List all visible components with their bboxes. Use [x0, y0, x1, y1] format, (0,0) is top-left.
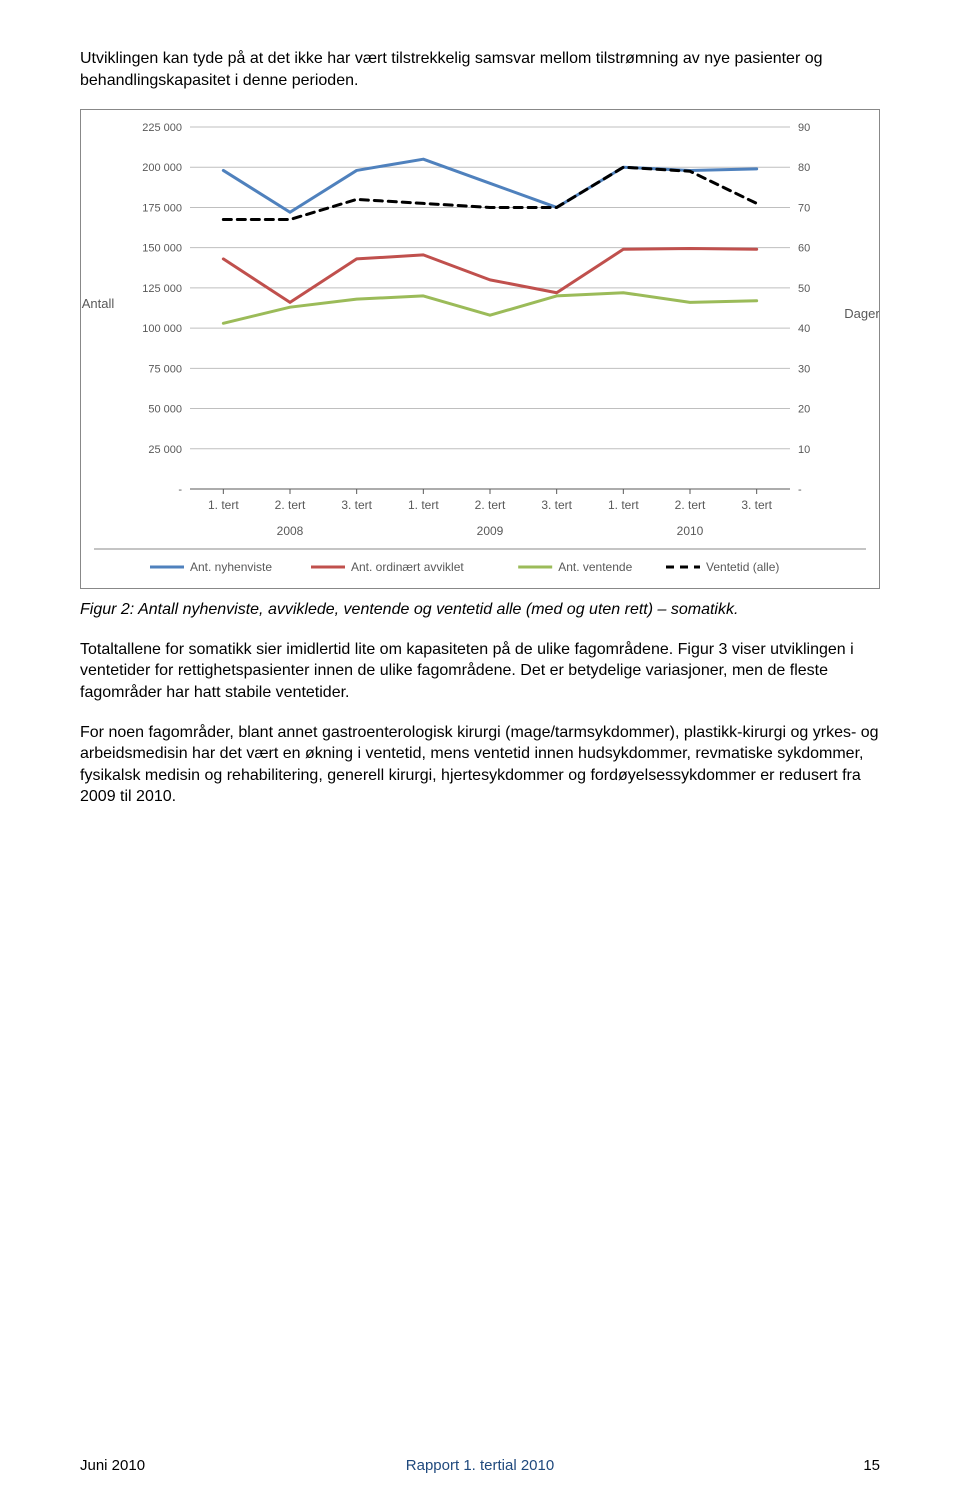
- paragraph-2: Totaltallene for somatikk sier imidlerti…: [80, 639, 880, 704]
- svg-text:50 000: 50 000: [148, 404, 182, 416]
- svg-text:80: 80: [798, 162, 810, 174]
- svg-text:-: -: [178, 484, 182, 496]
- svg-text:Dager: Dager: [844, 306, 880, 321]
- svg-text:3. tert: 3. tert: [541, 498, 572, 512]
- svg-text:2009: 2009: [477, 524, 504, 538]
- svg-text:2. tert: 2. tert: [675, 498, 706, 512]
- svg-text:200 000: 200 000: [142, 162, 182, 174]
- svg-text:3. tert: 3. tert: [741, 498, 772, 512]
- page-footer: Juni 2010 Rapport 1. tertial 2010 15: [80, 1457, 880, 1474]
- svg-text:30: 30: [798, 364, 810, 376]
- svg-text:Ant. ventende: Ant. ventende: [558, 560, 632, 574]
- svg-text:90: 90: [798, 122, 810, 134]
- paragraph-3: For noen fagområder, blant annet gastroe…: [80, 722, 880, 808]
- svg-text:2008: 2008: [277, 524, 304, 538]
- svg-text:10: 10: [798, 444, 810, 456]
- svg-text:3. tert: 3. tert: [341, 498, 372, 512]
- svg-text:-: -: [798, 484, 802, 496]
- page: Utviklingen kan tyde på at det ikke har …: [0, 0, 960, 1504]
- svg-text:Ant. nyhenviste: Ant. nyhenviste: [190, 560, 272, 574]
- svg-text:1. tert: 1. tert: [208, 498, 239, 512]
- footer-right: 15: [863, 1457, 880, 1474]
- svg-text:175 000: 175 000: [142, 203, 182, 215]
- svg-text:Antall: Antall: [82, 296, 115, 311]
- svg-text:2. tert: 2. tert: [275, 498, 306, 512]
- svg-text:2010: 2010: [677, 524, 704, 538]
- svg-text:20: 20: [798, 404, 810, 416]
- svg-text:1. tert: 1. tert: [408, 498, 439, 512]
- svg-text:40: 40: [798, 323, 810, 335]
- svg-text:Ventetid (alle): Ventetid (alle): [706, 560, 779, 574]
- svg-text:70: 70: [798, 203, 810, 215]
- footer-center: Rapport 1. tertial 2010: [406, 1457, 554, 1474]
- line-chart: - 25 000 50 000 75 000 100 000 125 000 150 000…: [80, 109, 880, 589]
- footer-left: Juni 2010: [80, 1457, 145, 1474]
- svg-text:150 000: 150 000: [142, 243, 182, 255]
- svg-text:25 000: 25 000: [148, 444, 182, 456]
- svg-text:125 000: 125 000: [142, 283, 182, 295]
- svg-text:2. tert: 2. tert: [475, 498, 506, 512]
- figure-caption: Figur 2: Antall nyhenviste, avviklede, v…: [80, 599, 880, 621]
- svg-text:100 000: 100 000: [142, 323, 182, 335]
- svg-text:75 000: 75 000: [148, 364, 182, 376]
- svg-text:Ant. ordinært avviklet: Ant. ordinært avviklet: [351, 560, 464, 574]
- svg-text:50: 50: [798, 283, 810, 295]
- svg-text:1. tert: 1. tert: [608, 498, 639, 512]
- chart-container: - 25 000 50 000 75 000 100 000 125 000 150 000…: [80, 109, 880, 589]
- svg-text:60: 60: [798, 243, 810, 255]
- intro-paragraph: Utviklingen kan tyde på at det ikke har …: [80, 48, 880, 91]
- svg-text:225 000: 225 000: [142, 122, 182, 134]
